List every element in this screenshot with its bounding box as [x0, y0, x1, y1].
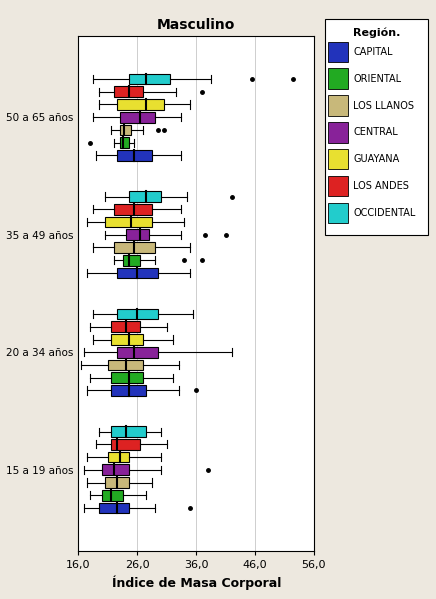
Bar — [117, 150, 152, 161]
Bar — [123, 255, 140, 265]
Bar — [114, 86, 143, 97]
Bar — [117, 347, 158, 358]
Bar — [114, 204, 152, 214]
Bar — [111, 373, 143, 383]
Bar — [129, 191, 161, 202]
Bar — [126, 229, 149, 240]
Bar — [105, 217, 152, 228]
Text: OCCIDENTAL: OCCIDENTAL — [353, 208, 416, 218]
X-axis label: Índice de Masa Corporal: Índice de Masa Corporal — [112, 576, 281, 590]
FancyBboxPatch shape — [325, 19, 428, 235]
Text: Región.: Región. — [354, 28, 401, 38]
Bar — [328, 176, 348, 196]
Bar — [108, 452, 129, 462]
Bar — [111, 334, 143, 345]
Bar — [328, 122, 348, 143]
Text: ORIENTAL: ORIENTAL — [353, 74, 401, 84]
Bar — [117, 308, 158, 319]
Bar — [117, 268, 158, 279]
Bar — [328, 95, 348, 116]
Text: GUAYANA: GUAYANA — [353, 155, 399, 164]
Bar — [114, 242, 155, 253]
Text: LOS ANDES: LOS ANDES — [353, 181, 409, 191]
Bar — [328, 68, 348, 89]
Bar — [119, 112, 155, 123]
Bar — [99, 503, 129, 513]
Bar — [111, 385, 146, 396]
Bar — [111, 426, 146, 437]
Bar — [328, 149, 348, 170]
Text: CENTRAL: CENTRAL — [353, 128, 398, 137]
Bar — [119, 137, 129, 148]
Bar — [328, 202, 348, 223]
Bar — [111, 322, 140, 332]
Bar — [102, 490, 123, 501]
Bar — [108, 359, 143, 370]
Bar — [129, 74, 170, 84]
Bar — [105, 477, 129, 488]
Bar — [119, 125, 132, 135]
Title: Masculino: Masculino — [157, 18, 235, 32]
Text: CAPITAL: CAPITAL — [353, 47, 393, 57]
Bar — [117, 99, 164, 110]
Bar — [111, 439, 140, 450]
Bar — [102, 464, 129, 475]
Bar — [328, 41, 348, 62]
Text: LOS LLANOS: LOS LLANOS — [353, 101, 414, 111]
